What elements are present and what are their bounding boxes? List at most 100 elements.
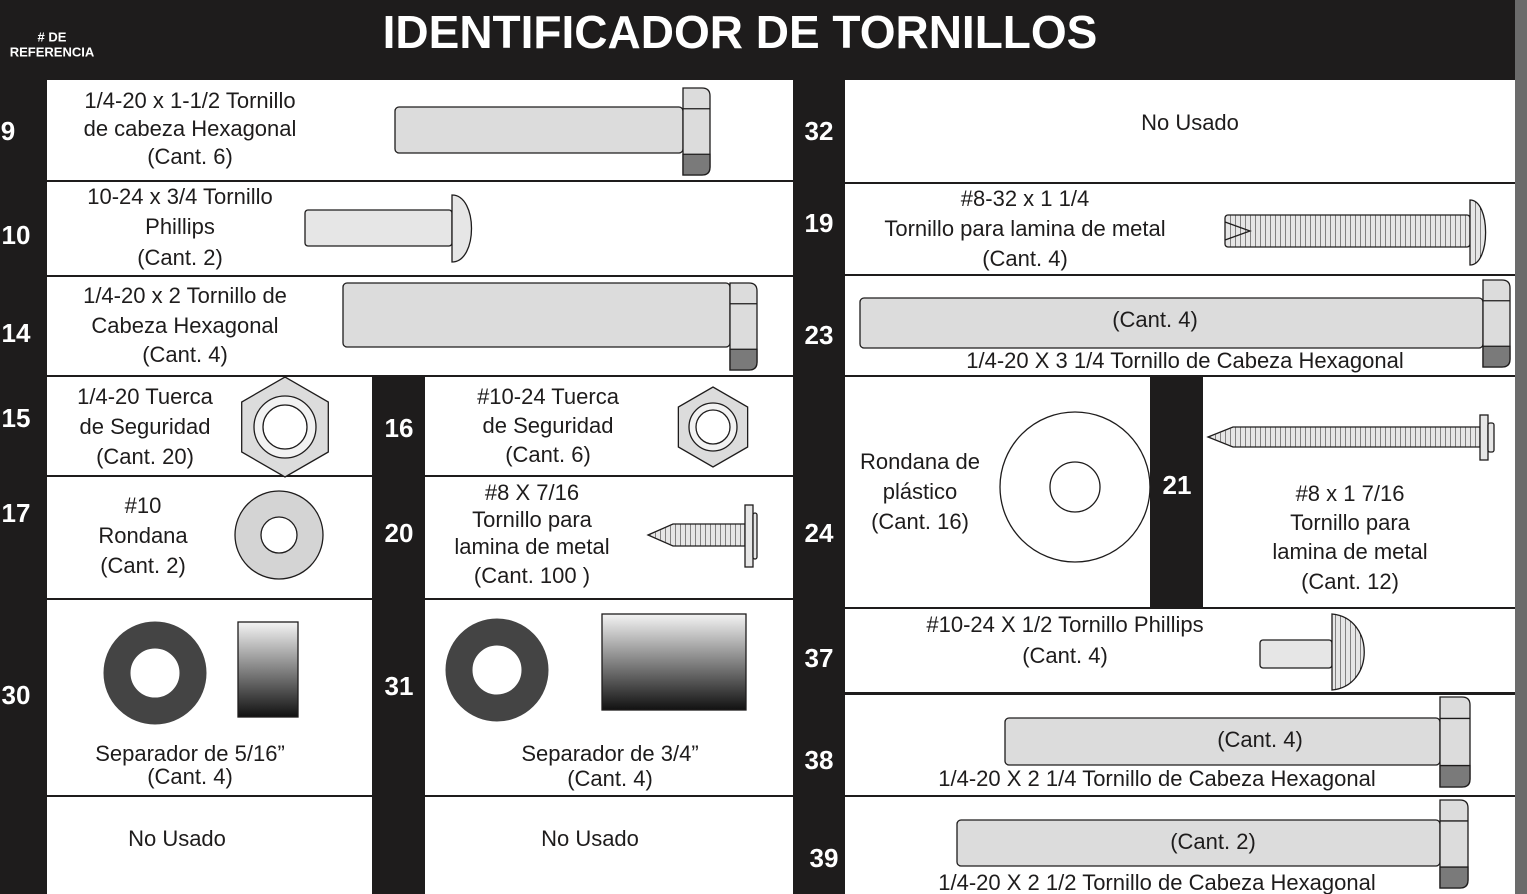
part-label: #8 X 7/16 — [485, 480, 579, 505]
reference-number: 23 — [805, 320, 834, 350]
ref-label: REFERENCIA — [10, 44, 95, 59]
washer-hole — [260, 516, 298, 554]
part-label: (Cant. 4) — [1217, 727, 1303, 752]
reference-number: 31 — [385, 671, 414, 701]
part-label: 1/4-20 x 1-1/2 Tornillo — [84, 88, 295, 113]
part-label: lamina de metal — [454, 534, 609, 559]
reference-number: 30 — [2, 680, 31, 710]
part-label: No Usado — [541, 826, 639, 851]
part-label: Tornillo para — [1290, 510, 1411, 535]
cell — [47, 600, 372, 795]
bolt-head-face — [682, 153, 711, 176]
bolt-shank — [342, 282, 731, 348]
part-label: Separador de 3/4” — [521, 741, 698, 766]
spacer-side — [601, 613, 747, 711]
part-label: de Seguridad — [483, 413, 614, 438]
part-label: (Cant. 4) — [1112, 307, 1198, 332]
spacer-ring — [445, 618, 549, 722]
spacer-side — [237, 621, 299, 718]
part-label: #10-24 X 1/2 Tornillo Phillips — [926, 612, 1203, 637]
part-label: de cabeza Hexagonal — [84, 116, 297, 141]
cell — [1203, 377, 1515, 607]
part-label: de Seguridad — [80, 414, 211, 439]
part-label: Separador de 5/16” — [95, 741, 285, 766]
part-label: (Cant. 100 ) — [474, 563, 590, 588]
part-label: 1/4-20 x 2 Tornillo de — [83, 283, 287, 308]
part-label: Tornillo para lamina de metal — [884, 216, 1165, 241]
reference-number: 16 — [385, 413, 414, 443]
ref-label: # DE — [38, 29, 67, 44]
part-label: (Cant. 2) — [1170, 829, 1256, 854]
bolt-head-face — [1439, 866, 1469, 889]
part-label: 1/4-20 X 3 1/4 Tornillo de Cabeza Hexago… — [966, 348, 1403, 373]
part-label: 1/4-20 X 2 1/2 Tornillo de Cabeza Hexago… — [938, 870, 1375, 894]
screw-tip-slot — [1224, 221, 1252, 241]
part-label: (Cant. 20) — [96, 444, 194, 469]
part-label: lamina de metal — [1272, 539, 1427, 564]
part-label: (Cant. 2) — [100, 553, 186, 578]
part-label: plástico — [883, 479, 958, 504]
part-label: 1/4-20 X 2 1/4 Tornillo de Cabeza Hexago… — [938, 766, 1375, 791]
reference-number: 24 — [805, 518, 834, 548]
part-label: Tornillo para — [472, 507, 593, 532]
cell — [47, 797, 372, 894]
screw-head — [1469, 199, 1487, 266]
bolt-shank — [394, 106, 684, 154]
part-label: (Cant. 16) — [871, 509, 969, 534]
reference-number: 37 — [805, 643, 834, 673]
reference-number: 32 — [805, 116, 834, 146]
part-label: Cabeza Hexagonal — [91, 313, 278, 338]
bolt-head-face — [729, 348, 758, 371]
reference-number: 21 — [1163, 470, 1192, 500]
reference-number: 9 — [1, 116, 15, 146]
part-label: (Cant. 4) — [142, 342, 228, 367]
screw-head — [451, 194, 472, 263]
cell — [845, 80, 1515, 182]
part-label: No Usado — [1141, 110, 1239, 135]
part-label: Rondana de — [860, 449, 980, 474]
part-label: Phillips — [145, 214, 215, 239]
part-label: (Cant. 4) — [147, 764, 233, 789]
reference-number: 38 — [805, 745, 834, 775]
bolt-head-face — [1439, 764, 1471, 788]
nut-hole — [695, 409, 731, 445]
part-label: 10-24 x 3/4 Tornillo — [87, 184, 273, 209]
part-label: (Cant. 4) — [1022, 643, 1108, 668]
reference-number: 15 — [2, 403, 31, 433]
edge-strip — [1515, 0, 1527, 894]
spacer-ring — [103, 621, 207, 725]
screw-shank — [304, 209, 453, 247]
cell — [425, 797, 793, 894]
screw-shank — [1259, 639, 1333, 669]
part-label: (Cant. 2) — [137, 245, 223, 270]
plastic-washer-hole — [1049, 461, 1101, 513]
reference-number: 39 — [810, 843, 839, 873]
part-label: #10-24 Tuerca — [477, 384, 620, 409]
reference-number: 17 — [2, 498, 31, 528]
bolt-head-face — [1482, 345, 1511, 368]
part-label: (Cant. 6) — [505, 442, 591, 467]
reference-number: 20 — [385, 518, 414, 548]
screw-head — [1487, 422, 1495, 453]
screw-flange — [744, 504, 754, 568]
part-label: (Cant. 4) — [567, 766, 653, 791]
part-label: (Cant. 12) — [1301, 569, 1399, 594]
screw-head — [1331, 613, 1365, 691]
part-label: Rondana — [98, 523, 188, 548]
screw-head — [752, 512, 758, 560]
screw-shank — [1206, 426, 1481, 448]
cell — [845, 609, 1515, 692]
part-label: 1/4-20 Tuerca — [77, 384, 214, 409]
screw-shank — [1224, 214, 1471, 248]
part-label: #10 — [125, 493, 162, 518]
part-label: (Cant. 6) — [147, 144, 233, 169]
reference-number: 19 — [805, 208, 834, 238]
labels: 9 1/4-20 x 1-1/2 Tornillo de cabeza Hexago… — [1, 88, 1428, 894]
nut-hole — [262, 404, 308, 450]
part-label: #8-32 x 1 1/4 — [961, 186, 1089, 211]
part-label: #8 x 1 7/16 — [1296, 481, 1405, 506]
reference-number: 14 — [2, 318, 31, 348]
reference-number: 10 — [2, 220, 31, 250]
hardware-drawings — [103, 87, 1511, 889]
